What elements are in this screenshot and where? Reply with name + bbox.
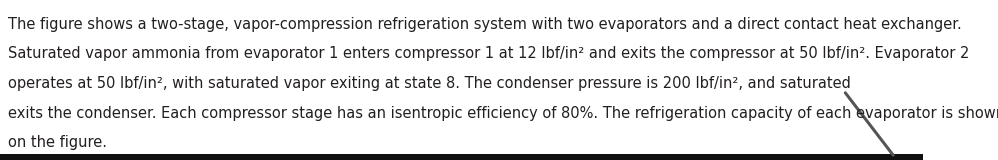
Text: Saturated vapor ammonia from evaporator 1 enters compressor 1 at 12 lbf/in² and : Saturated vapor ammonia from evaporator … [8,46,969,61]
Text: exits the condenser. Each compressor stage has an isentropic efficiency of 80%. : exits the condenser. Each compressor sta… [8,106,998,121]
Text: on the figure.: on the figure. [8,135,107,150]
Text: The figure shows a two-stage, vapor-compression refrigeration system with two ev: The figure shows a two-stage, vapor-comp… [8,17,962,32]
Text: operates at 50 lbf/in², with saturated vapor exiting at state 8. The condenser p: operates at 50 lbf/in², with saturated v… [8,76,855,91]
Bar [0,154,923,160]
